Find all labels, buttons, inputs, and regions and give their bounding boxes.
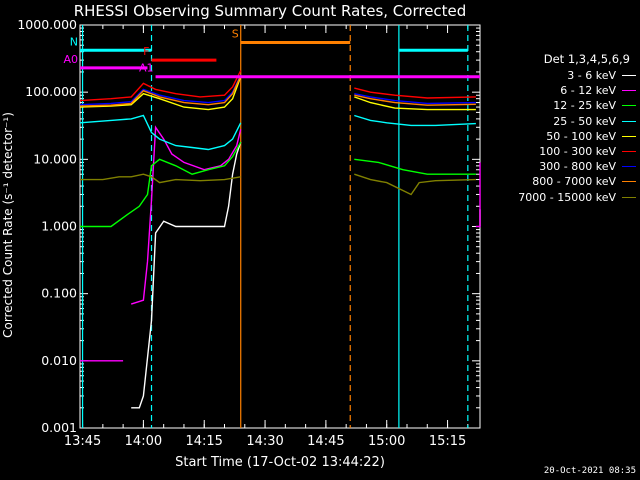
- legend-title: Det 1,3,4,5,6,9: [543, 52, 630, 66]
- legend-swatch: [622, 166, 636, 168]
- annotation-label: N: [70, 35, 78, 48]
- legend-entry: 12 - 25 keV: [480, 98, 636, 113]
- x-axis-label: Start Time (17-Oct-02 13:44:22): [175, 455, 385, 470]
- legend: Det 1,3,4,5,6,9 3 - 6 keV 6 - 12 keV 12 - …: [480, 52, 636, 205]
- legend-swatch: [622, 120, 636, 122]
- legend-swatch: [622, 90, 636, 92]
- legend-swatch: [622, 181, 636, 183]
- annotation-label: A0: [63, 53, 78, 66]
- series-line: [79, 114, 476, 151]
- chart-series: [79, 70, 481, 409]
- annotation-label: S: [232, 27, 239, 40]
- y-tick-label: 0.010: [41, 353, 77, 368]
- legend-swatch: [622, 196, 636, 198]
- legend-label: 25 - 50 keV: [553, 114, 616, 128]
- chart-title: RHESSI Observing Summary Count Rates, Co…: [73, 2, 467, 20]
- legend-swatch: [622, 135, 636, 137]
- legend-entry: 7000 - 15000 keV: [480, 190, 636, 205]
- attenuator-annotations: N F A0 A1 S: [63, 27, 480, 79]
- series-line: [79, 74, 476, 106]
- annotation-label: A1: [139, 62, 154, 75]
- x-tick-label: 14:15: [185, 434, 222, 449]
- series-line: [80, 125, 481, 362]
- y-tick-label: 1.000: [41, 219, 77, 234]
- legend-entry: 6 - 12 keV: [480, 83, 636, 98]
- chart-axes: 0.001 0.010 0.100 1.000 10.000 100.000 1000.00…: [17, 17, 481, 449]
- y-axis-label: Corrected Count Rate (s⁻¹ detector⁻¹): [1, 112, 15, 338]
- plot-frame: [79, 24, 481, 429]
- series-line: [80, 141, 476, 228]
- series-line: [79, 75, 476, 107]
- legend-label: 12 - 25 keV: [553, 99, 616, 113]
- legend-label: 300 - 800 keV: [539, 160, 616, 174]
- legend-entry: 300 - 800 keV: [480, 159, 636, 174]
- legend-label: 7000 - 15000 keV: [518, 190, 616, 204]
- legend-swatch: [622, 151, 636, 153]
- series-line: [79, 76, 476, 111]
- y-tick-label: 0.100: [41, 286, 77, 301]
- legend-label: 50 - 100 keV: [546, 129, 616, 143]
- x-tick-label: 14:30: [246, 434, 283, 449]
- legend-label: 3 - 6 keV: [567, 69, 616, 83]
- legend-label: 6 - 12 keV: [560, 84, 616, 98]
- x-tick-label: 15:00: [368, 434, 405, 449]
- series-line: [80, 173, 476, 196]
- legend-entry: 50 - 100 keV: [480, 129, 636, 144]
- y-tick-label: 100.000: [25, 84, 77, 99]
- vertical-markers: [81, 25, 469, 428]
- y-tick-label: 1000.000: [17, 17, 77, 32]
- x-tick-label: 13:45: [64, 434, 101, 449]
- x-tick-label: 15:15: [429, 434, 466, 449]
- y-tick-label: 0.001: [41, 420, 77, 435]
- series-line: [79, 70, 476, 102]
- y-tick-label: 10.000: [33, 151, 77, 166]
- annotation-label: F: [143, 45, 149, 58]
- legend-entry: 100 - 300 keV: [480, 144, 636, 159]
- legend-entry: 3 - 6 keV: [480, 68, 636, 83]
- legend-swatch: [622, 75, 636, 77]
- x-tick-label: 14:45: [307, 434, 344, 449]
- legend-swatch: [622, 105, 636, 107]
- timestamp: 20-Oct-2021 08:35: [543, 466, 636, 476]
- legend-label: 800 - 7000 keV: [532, 175, 616, 189]
- legend-entry: 25 - 50 keV: [480, 114, 636, 129]
- x-tick-label: 14:00: [125, 434, 162, 449]
- legend-entry: 800 - 7000 keV: [480, 174, 636, 189]
- legend-label: 100 - 300 keV: [539, 145, 616, 159]
